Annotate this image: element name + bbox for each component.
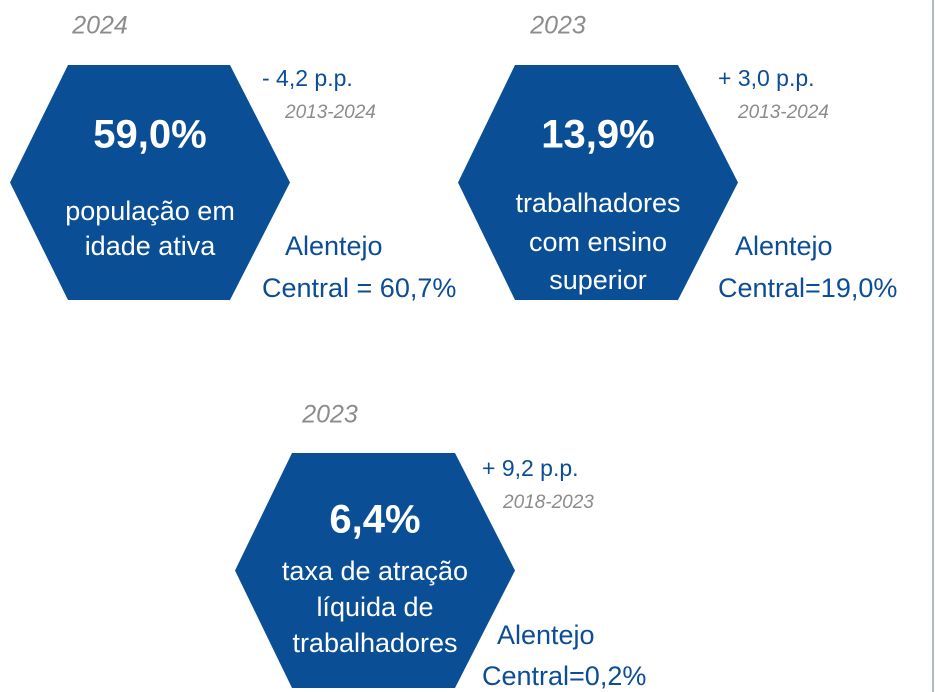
hexagon (458, 65, 738, 300)
year: 2023 (529, 12, 586, 40)
label-line: trabalhadores (292, 628, 457, 658)
comparison-line: Central=19,0% (718, 273, 897, 303)
value: 6,4% (329, 498, 420, 542)
change: - 4,2 p.p. (262, 65, 353, 91)
period: 2013-2024 (737, 102, 829, 123)
value: 59,0% (93, 113, 206, 157)
change: + 9,2 p.p. (482, 455, 579, 481)
label-line: superior (549, 265, 647, 295)
hexagon (10, 65, 290, 300)
change: + 3,0 p.p. (718, 65, 815, 91)
period: 2018-2023 (502, 492, 594, 513)
period: 2013-2024 (284, 102, 376, 123)
value: 13,9% (541, 113, 654, 157)
comparison-line: Alentejo (735, 231, 833, 261)
label-line: taxa de atração (282, 556, 468, 586)
label-line: líquida de (316, 592, 433, 622)
year: 2023 (301, 401, 358, 429)
label-line: com ensino (529, 227, 667, 257)
label-line: idade ativa (85, 231, 217, 261)
comparison-line: Central = 60,7% (262, 273, 456, 303)
comparison-line: Central=0,2% (482, 661, 646, 691)
hexagon (235, 453, 515, 688)
comparison-line: Alentejo (497, 620, 595, 650)
label-line: população em (65, 196, 235, 226)
year: 2024 (71, 12, 128, 40)
comparison-line: Alentejo (285, 231, 383, 261)
label-line: trabalhadores (515, 188, 680, 218)
